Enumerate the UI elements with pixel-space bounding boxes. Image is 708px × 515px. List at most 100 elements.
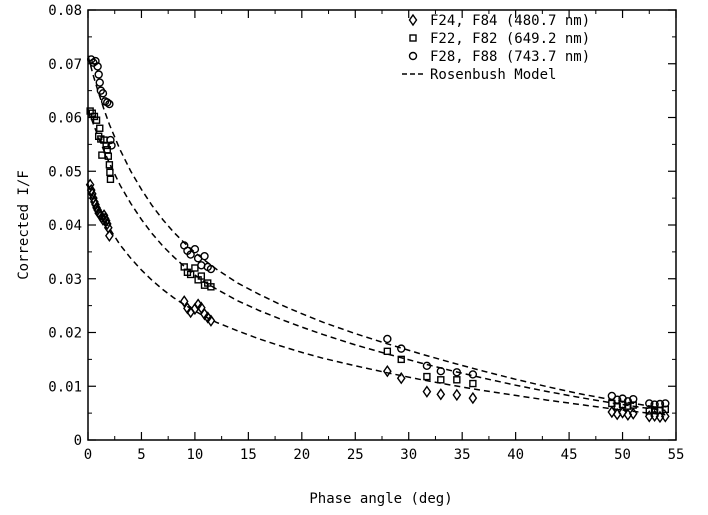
x-tick-label: 15 [240, 447, 257, 463]
circle-point [422, 361, 432, 371]
legend-label: F24, F84 (480.7 nm) [430, 13, 590, 29]
legend-swatch-circle [408, 51, 418, 61]
circle-point [91, 56, 100, 66]
diamond-point [85, 178, 95, 191]
circle-point [468, 370, 478, 379]
diamond-point [102, 217, 112, 231]
square-point [86, 107, 94, 115]
diamond-point [91, 198, 100, 211]
square-point [197, 272, 206, 280]
square-point [96, 124, 104, 132]
series-diamond-points [85, 178, 670, 424]
x-tick-label: 40 [507, 447, 524, 463]
circle-point [655, 399, 665, 409]
circle-point [629, 394, 638, 404]
plot-frame [87, 9, 677, 441]
x-tick-label: 10 [186, 447, 203, 463]
diamond-point [618, 406, 627, 419]
diamond-point [179, 295, 189, 308]
square-point [453, 376, 461, 384]
square-point [383, 347, 392, 356]
square-point [191, 264, 199, 272]
y-tick-label: 0 [74, 433, 82, 449]
square-point [92, 116, 101, 124]
diamond-point [99, 209, 109, 222]
data-points [85, 55, 670, 424]
y-tick-label: 0.06 [48, 111, 82, 127]
diamond-point [105, 229, 114, 242]
square-point [106, 168, 114, 177]
square-point [469, 379, 477, 388]
x-tick-label: 25 [347, 447, 364, 463]
square-point [105, 161, 114, 169]
square-point [207, 283, 215, 291]
circle-point [383, 334, 392, 344]
circle-point [95, 78, 104, 87]
square-point [437, 376, 445, 384]
circle-point [190, 244, 200, 254]
diamond-point [452, 388, 462, 402]
circle-point [623, 397, 633, 406]
y-axis-title: Corrected I/F [16, 170, 32, 280]
x-tick-label: 35 [454, 447, 471, 463]
series-circle-points [87, 55, 670, 409]
circle-point [186, 250, 195, 259]
square-point [106, 175, 115, 184]
diamond-point [468, 391, 478, 405]
circle-point [613, 395, 622, 404]
square-point [397, 355, 405, 364]
circle-point [397, 344, 406, 353]
circle-point [661, 399, 670, 408]
circle-point [93, 62, 102, 71]
model-curves [87, 55, 666, 416]
circle-point [103, 98, 112, 107]
ticks: 0 5 10 15 20 25 30 35 40 45 50 55 0 0.01 0.02 0.03 0.04 0… [48, 3, 684, 463]
axes [87, 9, 677, 441]
circle-point [436, 367, 445, 376]
square-point [186, 270, 195, 279]
legend-swatch-square [409, 34, 417, 42]
legend-label: F22, F82 (649.2 nm) [430, 31, 590, 47]
x-axis-title: Phase angle (deg) [309, 491, 452, 507]
diamond-point [422, 385, 432, 398]
x-tick-label: 45 [561, 447, 578, 463]
y-tick-label: 0.03 [48, 272, 82, 288]
circle-point [106, 135, 115, 145]
y-tick-label: 0.07 [48, 57, 82, 73]
x-tick-label: 50 [614, 447, 631, 463]
circle-point [105, 99, 114, 109]
model-curve-2 [87, 109, 666, 412]
y-tick-label: 0.05 [48, 164, 82, 180]
diamond-point [607, 405, 617, 419]
diamond-point [660, 410, 670, 423]
circle-point [645, 399, 654, 408]
y-tick-label: 0.04 [48, 218, 82, 234]
series-square-points [86, 107, 670, 415]
x-tick-label: 55 [668, 447, 685, 463]
y-tick-label: 0.02 [48, 326, 82, 342]
circle-point [650, 400, 659, 409]
legend-label: Rosenbush Model [430, 67, 556, 83]
diamond-point [206, 314, 216, 327]
legend-label: F28, F88 (743.7 nm) [430, 49, 590, 65]
circle-point [94, 70, 103, 79]
square-point [102, 141, 110, 150]
diamond-point [396, 371, 406, 385]
x-tick-label: 0 [84, 447, 92, 463]
y-tick-label: 0.01 [48, 379, 82, 395]
circle-point [200, 251, 209, 261]
square-point [104, 152, 113, 160]
diamond-point [436, 388, 446, 401]
y-tick-label: 0.08 [48, 3, 82, 19]
x-tick-label: 5 [137, 447, 145, 463]
model-curve-3 [87, 55, 666, 410]
model-curve-1 [87, 184, 666, 416]
circle-point [107, 141, 116, 150]
diamond-point [382, 364, 392, 378]
legend-swatch-diamond [408, 13, 418, 27]
x-tick-label: 20 [293, 447, 310, 463]
square-point [90, 112, 99, 121]
x-tick-label: 30 [400, 447, 417, 463]
circle-point [206, 264, 216, 274]
